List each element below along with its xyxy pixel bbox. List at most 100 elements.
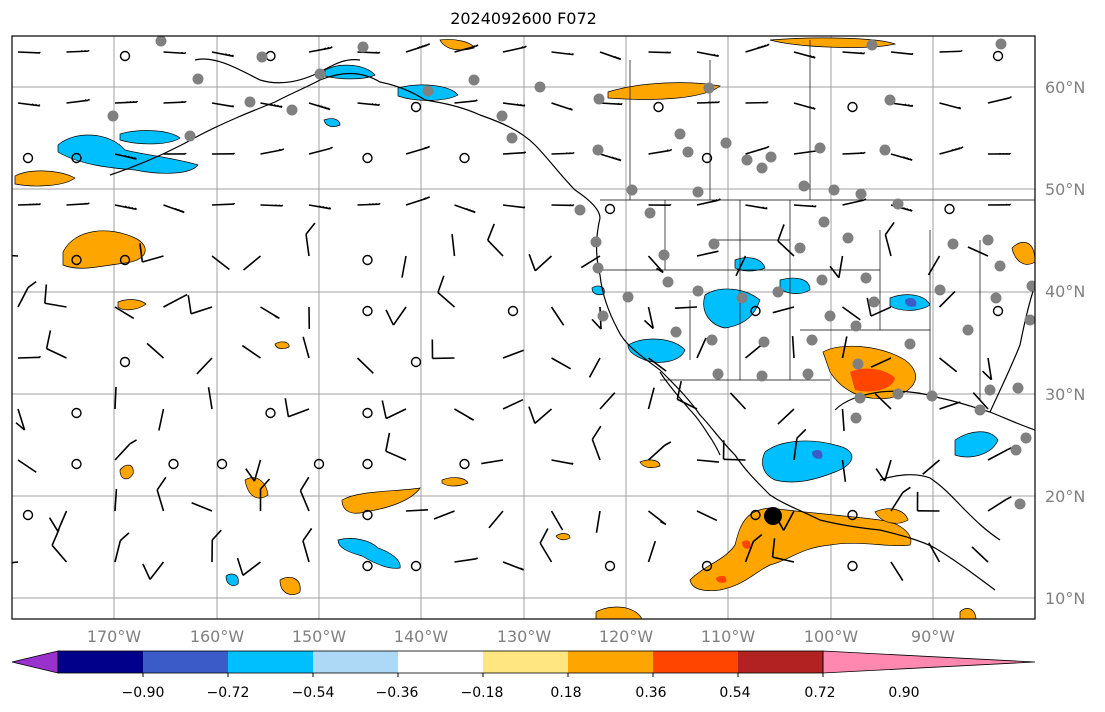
wind-barb <box>71 152 82 164</box>
wind-barb <box>992 50 1004 62</box>
station-dot <box>824 310 836 322</box>
wind-barb <box>260 204 284 207</box>
map-frame <box>11 35 1036 620</box>
wind-barb <box>875 459 892 482</box>
wind-barb <box>305 222 316 257</box>
wind-barb <box>15 408 26 431</box>
wind-barb <box>410 560 422 572</box>
wind-barb <box>451 234 456 257</box>
wind-barb <box>696 510 718 522</box>
station-dot <box>314 68 326 80</box>
station-dot <box>256 51 268 63</box>
wind-barb <box>502 398 524 410</box>
wind-barb <box>114 306 135 320</box>
wind-barb <box>735 255 747 277</box>
anomaly-region <box>689 507 912 592</box>
wind-barb <box>884 221 895 257</box>
wind-barb <box>772 306 795 314</box>
wind-barb <box>48 510 68 532</box>
wind-barb <box>405 508 429 512</box>
anomaly-region <box>57 134 199 174</box>
wind-barb <box>236 557 261 576</box>
colorbar-bin <box>568 651 653 673</box>
station-dot <box>794 242 806 254</box>
wind-barb <box>696 101 721 104</box>
anomaly-region <box>954 431 999 458</box>
wind-barb <box>890 102 914 107</box>
wind-barb <box>595 510 601 533</box>
anomaly-region <box>117 299 147 311</box>
anomaly-region <box>341 487 421 514</box>
station-dot <box>1020 432 1032 444</box>
anomaly-region <box>225 573 239 586</box>
wind-barb <box>599 102 623 106</box>
wind-barb <box>722 440 746 461</box>
station-dot <box>855 188 867 200</box>
anomaly-region <box>779 277 811 294</box>
anomaly-region <box>62 230 146 269</box>
wind-barb <box>265 407 276 419</box>
longitude-labels: 170°W 160°W 150°W 140°W 130°W 120°W 110°… <box>87 627 955 646</box>
wind-barb <box>745 204 768 210</box>
wind-barb <box>696 51 720 57</box>
wind-barb <box>362 152 373 164</box>
anomaly-core <box>742 540 751 549</box>
wind-barb <box>842 51 866 55</box>
colorbar-bin <box>738 651 823 673</box>
wind-barb <box>551 357 572 370</box>
wind-barb <box>17 280 37 308</box>
station-dot <box>593 93 605 105</box>
wind-barb <box>385 432 407 461</box>
wind-barb <box>528 253 553 272</box>
wind-barb <box>362 305 373 317</box>
wind-barb <box>211 255 230 271</box>
colorbar-extend-low <box>11 650 59 674</box>
wind-barb <box>22 509 34 521</box>
station-markers <box>107 36 1035 510</box>
station-dot <box>708 238 720 250</box>
wind-barb <box>647 255 664 274</box>
wind-barb <box>163 204 185 214</box>
wind-barb <box>847 560 858 572</box>
map-title: 2024092600 F072 <box>450 9 597 28</box>
wind-barb <box>357 102 381 106</box>
station-dot <box>892 388 904 400</box>
station-dot <box>772 286 784 298</box>
wind-barb <box>696 337 707 359</box>
wind-barb <box>114 100 139 104</box>
anomaly-region <box>959 608 977 619</box>
station-dot <box>758 336 770 348</box>
wind-barb <box>507 305 519 317</box>
station-dot <box>626 184 638 196</box>
wind-barb <box>187 295 213 315</box>
wind-barb <box>842 198 867 206</box>
station-dot <box>644 207 656 219</box>
wind-barb <box>437 275 456 308</box>
anomaly-region <box>279 577 301 595</box>
wind-barb <box>745 101 769 104</box>
wind-barb <box>643 306 655 330</box>
wind-barb <box>971 546 989 563</box>
wind-barb <box>163 51 187 55</box>
wind-barb <box>987 203 1011 206</box>
wind-barb <box>211 51 235 58</box>
wind-barb <box>459 458 470 470</box>
wind-barb <box>777 224 795 257</box>
wind-barb <box>71 254 82 266</box>
wind-barb <box>191 501 213 512</box>
wind-barb <box>259 478 271 512</box>
wind-barb <box>674 306 698 309</box>
anomaly-region <box>1011 241 1035 265</box>
wind-barb <box>647 540 657 563</box>
wind-barb <box>454 557 479 563</box>
wind-barb <box>17 459 37 473</box>
wind-barb <box>944 203 955 215</box>
anomaly-region <box>874 508 909 524</box>
wind-barb <box>647 441 672 461</box>
station-dot <box>879 144 891 156</box>
station-dot <box>674 128 686 140</box>
station-dot <box>818 216 830 228</box>
wind-barb <box>431 339 455 360</box>
wind-barb <box>45 330 67 359</box>
